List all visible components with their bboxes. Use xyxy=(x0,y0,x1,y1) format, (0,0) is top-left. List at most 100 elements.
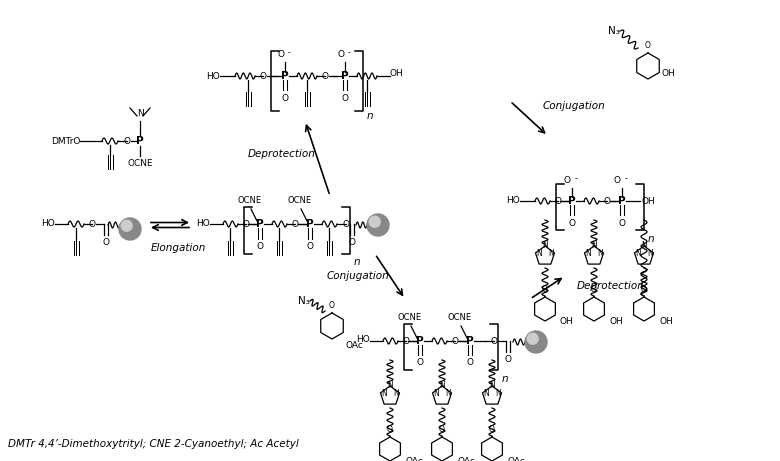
Text: O: O xyxy=(337,50,344,59)
Text: O: O xyxy=(260,71,267,81)
Text: DMTrO: DMTrO xyxy=(51,136,80,146)
Text: OCNE: OCNE xyxy=(127,159,153,168)
Text: O: O xyxy=(645,41,651,50)
Text: OH: OH xyxy=(609,317,622,325)
Text: N: N xyxy=(495,389,501,397)
Text: OH: OH xyxy=(560,317,574,325)
Text: N: N xyxy=(483,389,489,397)
Text: N: N xyxy=(635,248,641,258)
Text: Deprotection: Deprotection xyxy=(248,149,316,159)
Text: OAc: OAc xyxy=(345,341,363,350)
Text: O: O xyxy=(243,219,250,229)
Text: O: O xyxy=(489,425,495,434)
Text: O: O xyxy=(292,219,299,229)
Text: Conjugation: Conjugation xyxy=(543,101,606,111)
Text: O: O xyxy=(257,242,264,251)
Text: N: N xyxy=(647,248,653,258)
Text: O: O xyxy=(321,71,328,81)
Text: OH: OH xyxy=(662,69,675,77)
Text: P: P xyxy=(136,136,144,146)
Text: -: - xyxy=(288,48,291,57)
Text: Deprotection: Deprotection xyxy=(577,281,645,291)
Text: P: P xyxy=(417,336,424,346)
Text: Elongation: Elongation xyxy=(151,243,206,253)
Text: DMTr 4,4’-Dimethoxytrityl; CNE 2-Cyanoethyl; Ac Acetyl: DMTr 4,4’-Dimethoxytrityl; CNE 2-Cyanoet… xyxy=(8,439,299,449)
Text: O: O xyxy=(282,94,289,103)
Text: n: n xyxy=(367,111,374,121)
Text: N: N xyxy=(536,248,542,258)
Text: OCNE: OCNE xyxy=(448,313,472,322)
Text: n: n xyxy=(354,257,360,267)
Text: HO: HO xyxy=(506,195,520,205)
Text: O: O xyxy=(542,285,548,294)
Text: N: N xyxy=(393,389,399,397)
Circle shape xyxy=(369,216,380,227)
Text: O: O xyxy=(329,301,335,310)
Text: N: N xyxy=(489,380,495,390)
Text: O: O xyxy=(102,238,109,247)
Text: -: - xyxy=(575,174,578,183)
Text: N: N xyxy=(136,109,144,118)
Text: O: O xyxy=(505,355,512,364)
Text: OCNE: OCNE xyxy=(398,313,422,322)
Text: N: N xyxy=(439,380,445,390)
Circle shape xyxy=(119,218,141,240)
Circle shape xyxy=(367,214,389,236)
Text: Conjugation: Conjugation xyxy=(327,271,389,281)
Text: O: O xyxy=(569,219,576,228)
Circle shape xyxy=(525,331,547,353)
Text: -: - xyxy=(348,48,351,57)
Text: OH: OH xyxy=(642,196,656,206)
Text: O: O xyxy=(402,337,410,345)
Text: N: N xyxy=(591,241,597,249)
Text: O: O xyxy=(564,176,571,185)
Text: O: O xyxy=(342,219,349,229)
Text: HO: HO xyxy=(197,219,210,227)
Text: HO: HO xyxy=(356,336,370,344)
Text: O: O xyxy=(466,358,473,367)
Text: OH: OH xyxy=(390,69,404,77)
Text: OCNE: OCNE xyxy=(288,196,312,205)
Text: OAc: OAc xyxy=(457,456,475,461)
Text: OH: OH xyxy=(659,317,672,325)
Text: O: O xyxy=(417,358,424,367)
Text: O: O xyxy=(349,238,356,247)
Text: O: O xyxy=(604,196,611,206)
Text: HO: HO xyxy=(41,219,55,227)
Text: N: N xyxy=(445,389,451,397)
Text: N: N xyxy=(542,241,548,249)
Text: N: N xyxy=(597,248,603,258)
Text: O: O xyxy=(452,337,459,345)
Text: P: P xyxy=(466,336,473,346)
Text: O: O xyxy=(619,219,626,228)
Text: HO: HO xyxy=(206,71,220,81)
Text: OCNE: OCNE xyxy=(238,196,262,205)
Text: O: O xyxy=(555,196,562,206)
Text: n: n xyxy=(648,234,654,244)
Text: O: O xyxy=(591,285,597,294)
Text: N: N xyxy=(381,389,387,397)
Text: O: O xyxy=(123,136,130,146)
Circle shape xyxy=(527,333,538,344)
Text: N: N xyxy=(548,248,554,258)
Text: O: O xyxy=(277,50,284,59)
Text: N₃: N₃ xyxy=(298,296,310,306)
Text: O: O xyxy=(439,425,445,434)
Text: P: P xyxy=(619,196,626,206)
Text: -: - xyxy=(625,174,628,183)
Text: P: P xyxy=(341,71,349,81)
Text: N: N xyxy=(585,248,591,258)
Text: OAc: OAc xyxy=(405,456,423,461)
Text: N: N xyxy=(387,380,393,390)
Text: O: O xyxy=(88,219,95,229)
Text: P: P xyxy=(256,219,264,229)
Text: n: n xyxy=(502,374,509,384)
Text: O: O xyxy=(342,94,349,103)
Text: P: P xyxy=(307,219,314,229)
Text: OAc: OAc xyxy=(507,456,525,461)
Text: O: O xyxy=(387,425,393,434)
Text: P: P xyxy=(568,196,576,206)
Circle shape xyxy=(121,220,132,231)
Text: O: O xyxy=(307,242,314,251)
Text: O: O xyxy=(614,176,621,185)
